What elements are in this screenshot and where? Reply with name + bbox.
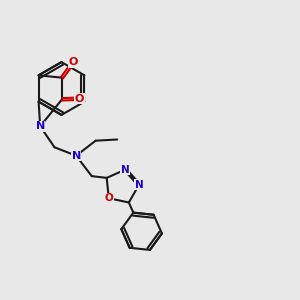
Text: O: O — [69, 57, 78, 67]
Text: O: O — [75, 94, 84, 104]
Text: N: N — [35, 121, 45, 131]
Text: O: O — [104, 193, 113, 203]
Text: N: N — [135, 180, 143, 190]
Text: N: N — [71, 151, 81, 161]
Text: N: N — [121, 165, 130, 175]
